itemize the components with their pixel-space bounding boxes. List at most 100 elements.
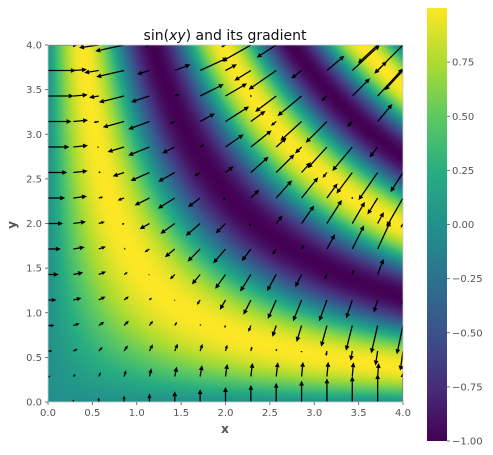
gradient-arrow <box>98 246 106 250</box>
gradient-arrow <box>351 201 365 224</box>
gradient-arrow <box>241 248 252 262</box>
gradient-arrow <box>326 45 328 46</box>
colorbar-tick-label: −0.25 <box>452 274 483 285</box>
gradient-arrow <box>275 180 292 199</box>
gradient-arrow <box>73 169 88 174</box>
gradient-arrow <box>130 171 150 182</box>
gradient-arrow <box>250 130 272 148</box>
gradient-arrow <box>325 361 331 377</box>
gradient-arrow <box>197 389 203 402</box>
gradient-arrow <box>375 374 381 402</box>
gradient-arrow <box>225 106 250 123</box>
gradient-arrow <box>402 120 403 122</box>
gradient-arrow <box>198 365 204 377</box>
x-tick-label: 0.0 <box>40 408 56 419</box>
gradient-arrow <box>225 83 248 97</box>
gradient-arrow <box>326 199 342 224</box>
x-tick-label: 2.5 <box>262 408 278 419</box>
gradient-arrow <box>147 393 152 402</box>
gradient-arrow <box>196 299 201 305</box>
gradient-arrow <box>164 248 176 258</box>
x-tick-label: 0.5 <box>84 408 100 419</box>
gradient-arrow <box>48 272 59 277</box>
gradient-arrow <box>48 119 72 124</box>
y-tick-label: 2.0 <box>26 219 42 230</box>
gradient-arrow <box>122 395 126 402</box>
gradient-arrow <box>390 172 403 193</box>
gradient-arrow <box>349 350 354 361</box>
x-axis-label: x <box>221 422 229 436</box>
y-tick-label: 0.0 <box>26 398 42 409</box>
gradient-arrow <box>139 222 150 230</box>
gradient-arrow <box>367 197 379 215</box>
gradient-arrow <box>88 94 99 100</box>
gradient-arrow <box>345 299 353 319</box>
gradient-arrow <box>213 248 226 264</box>
x-tick-label: 1.5 <box>173 408 189 419</box>
gradient-arrow <box>174 343 178 352</box>
gradient-arrow <box>93 120 99 124</box>
gradient-arrow <box>267 299 277 319</box>
gradient-arrow <box>320 325 328 347</box>
gradient-arrow <box>199 144 205 148</box>
gradient-arrow <box>73 143 89 149</box>
gradient-arrow <box>102 120 125 129</box>
y-tick-label: 3.0 <box>26 130 42 141</box>
gradient-arrow <box>324 274 328 280</box>
gradient-arrow <box>255 95 277 112</box>
gradient-arrow <box>191 274 201 285</box>
y-tick-label: 0.5 <box>26 353 42 364</box>
gradient-arrow <box>270 120 277 126</box>
gradient-arrow <box>48 221 63 226</box>
gradient-arrow <box>277 95 302 116</box>
gradient-arrow <box>402 145 403 147</box>
gradient-arrow <box>249 362 255 377</box>
gradient-arrow <box>375 362 381 377</box>
gradient-arrow <box>48 45 78 48</box>
gradient-arrow <box>292 299 303 322</box>
gradient-arrow <box>73 67 87 73</box>
gradient-arrow <box>48 323 55 328</box>
gradient-arrow <box>377 258 385 275</box>
gradient-arrow <box>123 320 129 326</box>
gradient-arrow <box>305 121 328 143</box>
gradient-arrow <box>295 146 303 154</box>
gradient-arrow <box>73 297 82 302</box>
gradient-arrow <box>301 177 319 199</box>
gradient-arrow <box>117 197 125 201</box>
gradient-arrow <box>225 64 237 72</box>
gradient-arrow <box>248 69 277 90</box>
gradient-arrow <box>172 391 178 402</box>
gradient-arrow <box>300 350 303 353</box>
gradient-arrow <box>295 325 303 342</box>
gradient-arrow <box>370 325 379 354</box>
gradient-arrow <box>148 297 152 301</box>
gradient-arrow <box>250 189 260 199</box>
gradient-arrow <box>395 325 403 355</box>
gradient-arrow <box>351 269 355 275</box>
gradient-arrow <box>134 197 150 206</box>
gradient-arrow <box>273 382 279 402</box>
gradient-arrow <box>280 121 303 141</box>
x-tick-label: 3.0 <box>306 408 322 419</box>
gradient-arrow <box>256 45 277 58</box>
colorbar-tick-label: −0.75 <box>452 382 483 393</box>
gradient-arrow <box>158 171 176 182</box>
colorbar-tick-label: 0.00 <box>452 220 474 231</box>
gradient-arrow <box>377 212 384 224</box>
gradient-arrow <box>215 274 227 289</box>
gradient-arrow <box>347 121 353 128</box>
gradient-arrow <box>301 245 304 250</box>
colorbar-tick-label: 0.50 <box>452 112 474 123</box>
gradient-arrow <box>174 64 191 72</box>
gradient-arrow <box>350 362 356 377</box>
gradient-arrow <box>344 325 353 351</box>
colorbar <box>427 8 447 441</box>
gradient-arrow <box>402 272 403 275</box>
y-tick-label: 3.5 <box>26 85 42 96</box>
gradient-arrow <box>224 344 228 352</box>
gradient-arrow <box>248 384 254 402</box>
gradient-arrow <box>325 350 328 357</box>
colorbar-tick-label: −0.50 <box>452 328 483 339</box>
gradient-arrow <box>174 93 180 97</box>
